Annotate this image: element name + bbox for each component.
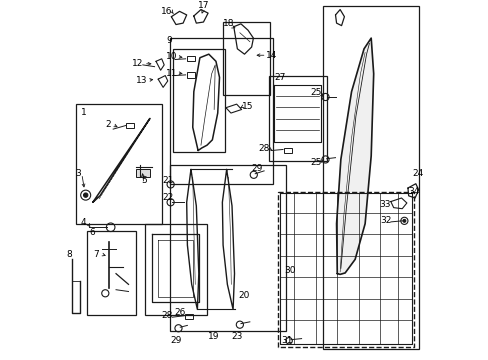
Polygon shape xyxy=(336,38,373,274)
Text: 11: 11 xyxy=(165,69,177,78)
Text: 33: 33 xyxy=(379,199,390,208)
Text: 3: 3 xyxy=(76,169,81,178)
Text: 31: 31 xyxy=(281,336,292,345)
Text: 32: 32 xyxy=(379,216,390,225)
Bar xyxy=(125,123,133,129)
Text: 15: 15 xyxy=(241,102,253,111)
Text: 30: 30 xyxy=(284,266,295,275)
Bar xyxy=(323,6,419,348)
Text: 25: 25 xyxy=(309,88,321,97)
Text: 9: 9 xyxy=(165,36,171,45)
Text: 7: 7 xyxy=(93,249,99,258)
Text: 21: 21 xyxy=(162,176,173,185)
Text: 29: 29 xyxy=(170,336,182,345)
Bar xyxy=(269,76,326,161)
Text: 6: 6 xyxy=(89,228,95,237)
Text: 22: 22 xyxy=(162,193,173,202)
Text: 28: 28 xyxy=(258,144,269,153)
Text: 14: 14 xyxy=(265,51,276,60)
Text: 27: 27 xyxy=(274,73,285,82)
Text: 13: 13 xyxy=(136,76,147,85)
Text: 23: 23 xyxy=(231,332,243,341)
Bar xyxy=(284,148,291,153)
Bar xyxy=(135,170,150,177)
Text: 5: 5 xyxy=(141,176,146,185)
Text: 2: 2 xyxy=(105,120,111,129)
Bar xyxy=(184,314,192,319)
Text: 34: 34 xyxy=(407,187,419,196)
Text: 10: 10 xyxy=(165,52,177,61)
Text: 12: 12 xyxy=(131,59,143,68)
Text: 1: 1 xyxy=(81,108,86,117)
Text: 26: 26 xyxy=(174,309,185,318)
Bar xyxy=(186,72,194,78)
Text: 29: 29 xyxy=(251,164,262,173)
Bar xyxy=(144,224,206,315)
Circle shape xyxy=(83,193,88,197)
Bar xyxy=(169,165,285,331)
Circle shape xyxy=(402,219,405,222)
Text: 17: 17 xyxy=(197,1,209,10)
Bar xyxy=(76,104,162,224)
Text: 20: 20 xyxy=(238,291,250,300)
Text: 25: 25 xyxy=(309,158,321,167)
Text: 24: 24 xyxy=(411,169,422,178)
Bar xyxy=(173,49,224,152)
Text: 19: 19 xyxy=(208,332,220,341)
Text: 4: 4 xyxy=(80,219,86,228)
Bar xyxy=(223,22,270,95)
Bar xyxy=(186,56,194,61)
Text: 16: 16 xyxy=(161,7,172,16)
Text: 18: 18 xyxy=(222,19,234,28)
Bar xyxy=(169,38,272,184)
Text: 8: 8 xyxy=(67,249,72,258)
Bar xyxy=(87,231,135,315)
Text: 28: 28 xyxy=(161,311,172,320)
